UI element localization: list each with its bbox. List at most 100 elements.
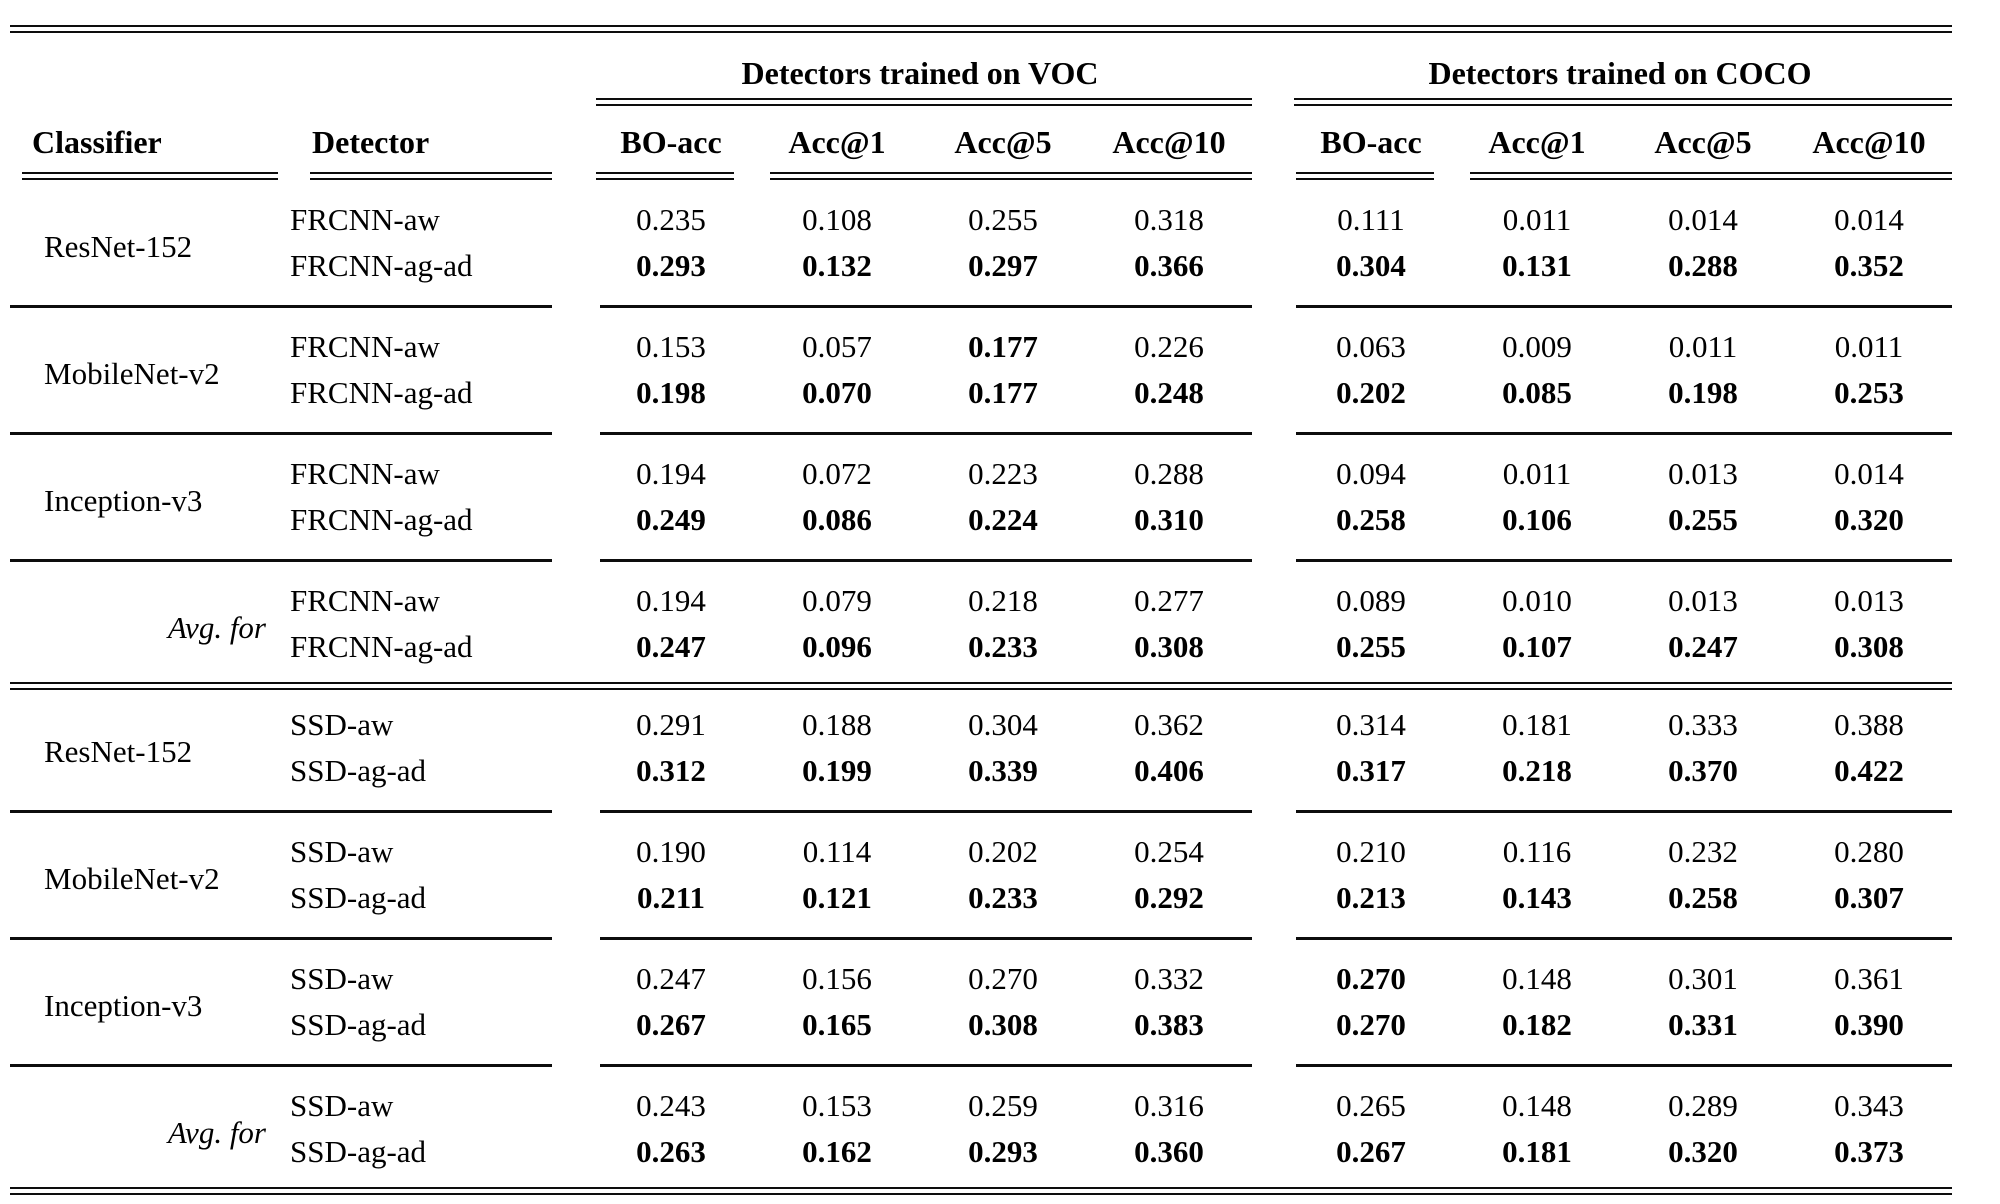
column-gap bbox=[552, 875, 588, 928]
column-gap bbox=[1252, 1055, 1288, 1076]
span-rule-row bbox=[10, 92, 1952, 116]
voc-bo-acc-cell: 0.293 bbox=[636, 248, 706, 283]
rule-segment bbox=[1288, 168, 1454, 190]
table-row: SSD-ag-ad 0.211 0.121 0.233 0.292 0.213 … bbox=[10, 875, 1952, 928]
group-separator bbox=[10, 550, 1952, 571]
detector-cell: SSD-aw bbox=[290, 834, 394, 869]
coco-bo-acc-cell: 0.210 bbox=[1336, 834, 1406, 869]
column-gap bbox=[1252, 168, 1288, 190]
header-coco-acc1: Acc@1 bbox=[1488, 123, 1586, 160]
group-separator bbox=[10, 801, 1952, 822]
voc-acc10-cell: 0.316 bbox=[1134, 1088, 1204, 1123]
voc-acc10-cell: 0.360 bbox=[1134, 1134, 1204, 1169]
detector-cell: SSD-aw bbox=[290, 707, 394, 742]
voc-bo-acc-cell: 0.291 bbox=[636, 707, 706, 742]
column-gap bbox=[552, 296, 588, 317]
header-coco-bo-acc: BO-acc bbox=[1320, 123, 1422, 160]
coco-acc5-cell: 0.011 bbox=[1668, 329, 1738, 364]
voc-bo-acc-cell: 0.247 bbox=[636, 629, 706, 664]
coco-acc1-cell: 0.182 bbox=[1502, 1007, 1572, 1042]
coco-bo-acc-cell: 0.089 bbox=[1336, 583, 1406, 618]
voc-bo-acc-cell: 0.194 bbox=[636, 456, 706, 491]
coco-acc10-cell: 0.280 bbox=[1834, 834, 1904, 869]
classifier-cell: ResNet-152 bbox=[44, 228, 193, 264]
coco-acc1-cell: 0.011 bbox=[1502, 202, 1572, 237]
coco-acc1-cell: 0.106 bbox=[1502, 502, 1572, 537]
detector-cell: FRCNN-aw bbox=[290, 583, 440, 618]
column-gap bbox=[552, 317, 588, 370]
detector-cell: FRCNN-ag-ad bbox=[290, 248, 473, 283]
footer-separator bbox=[10, 1182, 1952, 1200]
column-gap bbox=[552, 168, 588, 190]
rule-segment bbox=[10, 296, 552, 317]
coco-bo-acc-cell: 0.213 bbox=[1336, 880, 1406, 915]
rule-segment bbox=[1288, 423, 1952, 444]
header-coco-acc10: Acc@10 bbox=[1812, 123, 1926, 160]
coco-bo-acc-cell: 0.255 bbox=[1336, 629, 1406, 664]
column-gap bbox=[1252, 423, 1288, 444]
table-row: Inception-v3 SSD-aw 0.247 0.156 0.270 0.… bbox=[10, 949, 1952, 1023]
rule-segment bbox=[10, 20, 1952, 38]
classifier-cell: ResNet-152 bbox=[44, 733, 193, 769]
coco-bo-acc-cell: 0.265 bbox=[1336, 1088, 1406, 1123]
rule-segment bbox=[1288, 1055, 1952, 1076]
column-gap bbox=[552, 695, 588, 748]
column-rule-row bbox=[10, 168, 1952, 190]
column-gap bbox=[1252, 949, 1288, 1002]
column-gap bbox=[552, 370, 588, 423]
coco-bo-acc-cell: 0.270 bbox=[1336, 1007, 1406, 1042]
column-gap bbox=[1252, 116, 1288, 168]
coco-acc10-cell: 0.253 bbox=[1834, 375, 1904, 410]
coco-acc5-cell: 0.255 bbox=[1668, 502, 1738, 537]
rule-segment bbox=[10, 423, 552, 444]
voc-acc10-cell: 0.277 bbox=[1134, 583, 1204, 618]
column-gap bbox=[1252, 92, 1288, 116]
column-gap bbox=[552, 190, 588, 243]
table-row: FRCNN-ag-ad 0.249 0.086 0.224 0.310 0.25… bbox=[10, 497, 1952, 550]
voc-bo-acc-cell: 0.235 bbox=[636, 202, 706, 237]
coco-acc10-cell: 0.422 bbox=[1834, 753, 1904, 788]
classifier-cell: Inception-v3 bbox=[44, 482, 203, 518]
span-header-coco: Detectors trained on COCO bbox=[1428, 55, 1812, 91]
coco-acc1-cell: 0.116 bbox=[1502, 834, 1572, 869]
column-gap bbox=[552, 1129, 588, 1182]
rule-segment bbox=[588, 801, 1252, 822]
column-gap bbox=[552, 571, 588, 624]
voc-acc10-cell: 0.248 bbox=[1134, 375, 1204, 410]
coco-acc5-cell: 0.331 bbox=[1668, 1007, 1738, 1042]
column-gap bbox=[1252, 1002, 1288, 1055]
voc-acc10-cell: 0.310 bbox=[1134, 502, 1204, 537]
voc-acc1-cell: 0.188 bbox=[802, 707, 872, 742]
voc-acc10-cell: 0.406 bbox=[1134, 753, 1204, 788]
coco-acc1-cell: 0.009 bbox=[1502, 329, 1572, 364]
column-gap bbox=[1252, 190, 1288, 243]
top-rule bbox=[10, 20, 1952, 38]
voc-acc5-cell: 0.297 bbox=[968, 248, 1038, 283]
voc-acc5-cell: 0.224 bbox=[968, 502, 1038, 537]
classifier-cell: Avg. for bbox=[167, 1114, 266, 1150]
rule-segment bbox=[10, 801, 552, 822]
detector-cell: SSD-ag-ad bbox=[290, 880, 427, 915]
detector-cell: FRCNN-aw bbox=[290, 202, 440, 237]
column-header-row: Classifier Detector BO-acc Acc@1 Acc@5 A… bbox=[10, 116, 1952, 168]
coco-acc10-cell: 0.307 bbox=[1834, 880, 1904, 915]
voc-bo-acc-cell: 0.211 bbox=[636, 880, 706, 915]
voc-acc1-cell: 0.079 bbox=[802, 583, 872, 618]
coco-acc1-cell: 0.181 bbox=[1502, 1134, 1572, 1169]
voc-bo-acc-cell: 0.153 bbox=[636, 329, 706, 364]
table-row: MobileNet-v2 SSD-aw 0.190 0.114 0.202 0.… bbox=[10, 822, 1952, 896]
detector-cell: FRCNN-aw bbox=[290, 456, 440, 491]
group-separator bbox=[10, 423, 1952, 444]
voc-acc10-cell: 0.226 bbox=[1134, 329, 1204, 364]
column-gap bbox=[552, 444, 588, 497]
detector-cell: FRCNN-ag-ad bbox=[290, 375, 473, 410]
column-gap bbox=[1252, 1076, 1288, 1129]
table-row: FRCNN-ag-ad 0.293 0.132 0.297 0.366 0.30… bbox=[10, 243, 1952, 296]
table-row: MobileNet-v2 FRCNN-aw 0.153 0.057 0.177 … bbox=[10, 317, 1952, 391]
column-gap bbox=[552, 624, 588, 677]
voc-acc10-cell: 0.362 bbox=[1134, 707, 1204, 742]
coco-acc10-cell: 0.343 bbox=[1834, 1088, 1904, 1123]
footer-label: Accuracy on full uncropped images bbox=[10, 1200, 1786, 1204]
voc-acc1-cell: 0.153 bbox=[802, 1088, 872, 1123]
voc-bo-acc-cell: 0.198 bbox=[636, 375, 706, 410]
